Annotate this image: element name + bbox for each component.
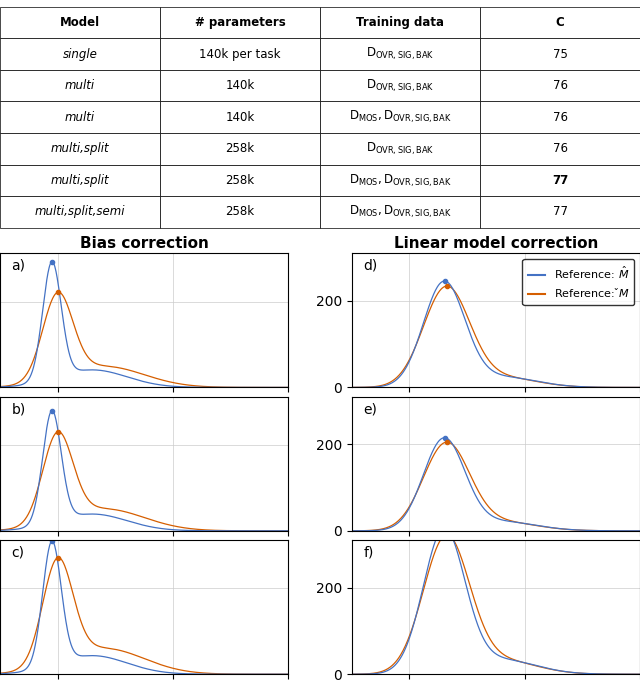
Text: a): a) [12,259,26,273]
Title: Linear model correction: Linear model correction [394,236,598,251]
Text: e): e) [364,402,377,416]
Text: c): c) [12,545,24,560]
Title: Bias correction: Bias correction [80,236,209,251]
Text: b): b) [12,402,26,416]
Legend: Reference: $\hat{M}$, Reference: $\check{M}$: Reference: $\hat{M}$, Reference: $\check… [522,259,634,305]
Text: d): d) [364,259,378,273]
Text: f): f) [364,545,374,560]
